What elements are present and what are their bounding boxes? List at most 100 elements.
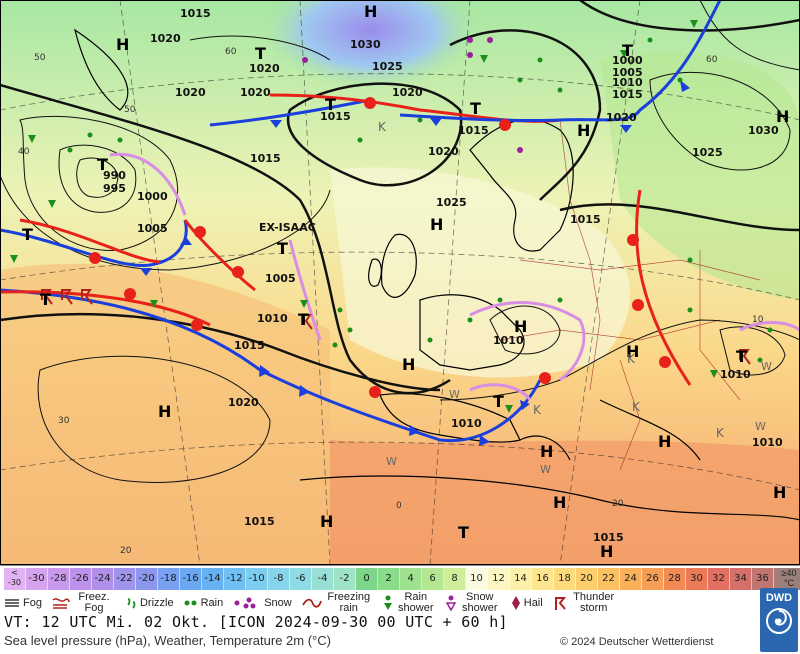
temperature-scale: < -30 -30 -28 -26 -24 -22 -20 -18 -16 -14 -12 -10 -8…	[4, 568, 796, 590]
svg-text:50: 50	[124, 105, 136, 115]
temperature-swatch: 18	[554, 568, 576, 590]
thunderstorm-icon	[554, 597, 566, 610]
svg-text:20: 20	[612, 499, 624, 509]
temperature-swatch: 16	[532, 568, 554, 590]
legend-thunderstorm: Thunder storm	[553, 592, 618, 614]
svg-text:1015: 1015	[180, 7, 211, 20]
svg-text:1010: 1010	[493, 334, 524, 347]
svg-text:1025: 1025	[372, 60, 403, 73]
temperature-swatch: -6	[290, 568, 312, 590]
svg-text:H: H	[658, 432, 671, 451]
temperature-swatch: -10	[246, 568, 268, 590]
temperature-swatch: 6	[422, 568, 444, 590]
temperature-swatch: -14	[202, 568, 224, 590]
weather-symbols	[10, 20, 773, 413]
svg-text:1020: 1020	[606, 111, 637, 124]
legend-hail-label: Hail	[523, 596, 543, 609]
pressure-labels: 1015 1020 1020 1030 1025 1020 1015 1020 …	[103, 7, 783, 544]
svg-text:1025: 1025	[692, 146, 723, 159]
temperature-unit-cell: ≥40 °C	[778, 568, 800, 590]
svg-text:T: T	[493, 392, 504, 411]
legend-fog: Fog	[4, 597, 42, 609]
dwd-logo: DWD	[760, 588, 798, 652]
valid-time: VT: 12 UTC Mi. 02 Okt. [ICON 2024-09-30 …	[4, 613, 508, 631]
temperature-swatch: -22	[114, 568, 136, 590]
occlusion-med	[469, 383, 532, 401]
graticule	[0, 0, 800, 565]
svg-text:1000: 1000	[137, 190, 168, 203]
hail-icon	[511, 596, 520, 610]
temperature-swatch: 4	[400, 568, 422, 590]
legend-snow: Snow	[233, 596, 292, 610]
svg-text:1030: 1030	[350, 38, 381, 51]
cold-front-biscay	[0, 288, 542, 443]
temperature-swatch: 0	[356, 568, 378, 590]
svg-text:T: T	[22, 225, 33, 244]
temperature-swatch: -24	[92, 568, 114, 590]
isobars	[0, 0, 800, 483]
svg-text:1020: 1020	[175, 86, 206, 99]
svg-text:50: 50	[34, 53, 46, 63]
fog-icon	[5, 599, 19, 607]
svg-text:1030: 1030	[748, 124, 779, 137]
svg-text:1015: 1015	[593, 531, 624, 544]
temperature-swatch: -8	[268, 568, 290, 590]
svg-text:K: K	[716, 426, 725, 440]
parameter-description: Sea level pressure (hPa), Weather, Tempe…	[4, 633, 331, 648]
svg-text:H: H	[320, 512, 333, 531]
temperature-isoline-labels: 60 50 40 30 20 20 0 50 60 10	[18, 47, 764, 556]
temperature-swatch: -26	[70, 568, 92, 590]
svg-text:H: H	[540, 442, 553, 461]
svg-text:1000: 1000	[612, 54, 643, 67]
svg-text:1020: 1020	[249, 62, 280, 75]
rain-shower-icon	[383, 595, 392, 610]
legend-hail: Hail	[511, 595, 543, 611]
temperature-swatch: 30	[686, 568, 708, 590]
svg-text:H: H	[626, 342, 639, 361]
temperature-swatch: 2	[378, 568, 400, 590]
svg-text:W: W	[540, 463, 551, 476]
drizzle-icon	[127, 598, 136, 609]
fronts	[0, 0, 800, 443]
svg-text:1015: 1015	[320, 110, 351, 123]
occlusion-east	[739, 321, 800, 332]
occlusion-atlantic-low	[109, 152, 187, 216]
legend-drizzle-label: Drizzle	[139, 596, 174, 609]
temperature-swatch: 14	[510, 568, 532, 590]
svg-text:H: H	[430, 215, 443, 234]
svg-text:1010: 1010	[612, 76, 643, 89]
coastlines	[74, 28, 800, 521]
svg-text:1010: 1010	[720, 368, 751, 381]
temperature-swatch: 22	[598, 568, 620, 590]
cold-front-scandinavia	[399, 0, 722, 123]
svg-text:W: W	[386, 455, 397, 468]
temperature-swatch: -2	[334, 568, 356, 590]
temperature-swatch: < -30	[4, 568, 26, 590]
temperature-swatch: -12	[224, 568, 246, 590]
svg-text:W: W	[755, 420, 766, 433]
temperature-swatch: 10	[466, 568, 488, 590]
weather-map: 1015 1020 1020 1030 1025 1020 1015 1020 …	[0, 0, 800, 565]
svg-text:1015: 1015	[244, 515, 275, 528]
temperature-swatch: 12	[488, 568, 510, 590]
freezing-fog-icon	[52, 598, 70, 609]
temperature-swatch: 32	[708, 568, 730, 590]
svg-text:1020: 1020	[428, 145, 459, 158]
legend-panel: < -30 -30 -28 -26 -24 -22 -20 -18 -16 -14 -12 -10 -8…	[0, 565, 800, 654]
svg-text:1010: 1010	[451, 417, 482, 430]
temperature-swatch: 20	[576, 568, 598, 590]
legend-freezing-fog: Freez. Fog	[52, 592, 115, 614]
occlusion-alps	[469, 301, 586, 382]
temperature-swatch: -16	[180, 568, 202, 590]
svg-text:1010: 1010	[752, 436, 783, 449]
svg-text:1020: 1020	[150, 32, 181, 45]
legend-rain-label: Rain	[200, 596, 224, 609]
svg-text:1005: 1005	[137, 222, 168, 235]
svg-text:H: H	[773, 483, 786, 502]
svg-text:40: 40	[18, 147, 30, 157]
freezing-rain-icon	[301, 598, 322, 608]
copyright: © 2024 Deutscher Wetterdienst	[560, 636, 714, 648]
svg-text:1015: 1015	[250, 152, 281, 165]
svg-text:K: K	[533, 403, 542, 417]
svg-text:1015: 1015	[458, 124, 489, 137]
